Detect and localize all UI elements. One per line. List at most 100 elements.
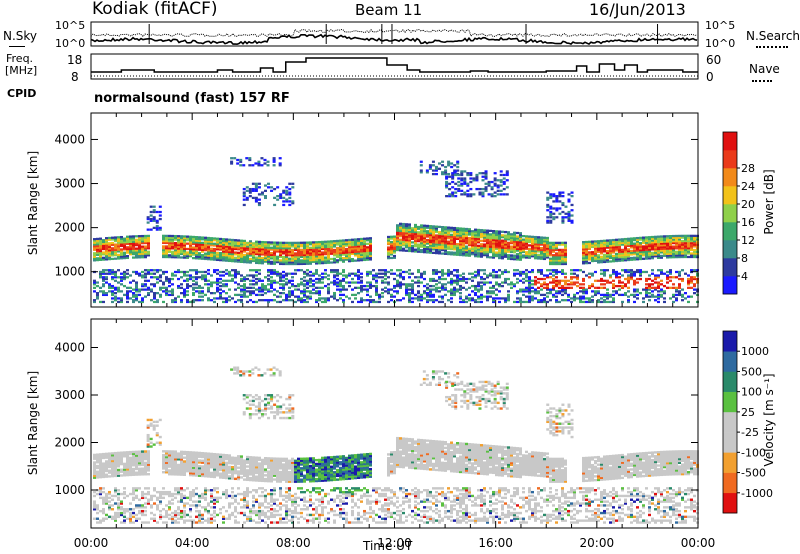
power-panel-cell bbox=[441, 229, 444, 232]
power-panel-cell bbox=[366, 237, 369, 240]
power-panel-cell bbox=[390, 269, 393, 272]
power-panel-cell bbox=[123, 293, 126, 297]
power-panel-cell bbox=[129, 251, 132, 254]
power-panel-cell bbox=[591, 274, 594, 277]
power-panel-cell bbox=[111, 243, 114, 246]
power-panel-cell bbox=[387, 249, 390, 253]
power-panel-cell bbox=[486, 245, 489, 248]
power-panel-cell bbox=[189, 276, 192, 279]
power-panel-cell bbox=[426, 292, 429, 295]
power-panel-cell bbox=[480, 234, 483, 237]
power-panel-cell bbox=[138, 293, 141, 297]
power-panel-cell bbox=[198, 292, 201, 295]
power-panel-cell bbox=[297, 246, 300, 250]
power-panel-cell bbox=[99, 251, 102, 254]
power-panel-cell bbox=[453, 290, 456, 293]
power-panel-cell bbox=[657, 297, 660, 300]
power-panel-cell bbox=[117, 246, 120, 250]
power-panel-cell bbox=[360, 241, 363, 244]
power-panel-cell bbox=[669, 243, 672, 247]
velocity-panel-cell bbox=[114, 470, 117, 474]
power-panel-cell bbox=[297, 288, 300, 291]
power-panel-cell bbox=[615, 284, 618, 288]
power-panel-cell bbox=[450, 242, 453, 245]
power-panel-cell bbox=[225, 238, 228, 241]
power-panel-cell bbox=[468, 236, 471, 240]
power-panel-cell bbox=[496, 193, 500, 196]
power-panel-cell bbox=[171, 290, 174, 293]
power-panel-cell bbox=[507, 270, 510, 274]
power-panel-cell bbox=[630, 244, 633, 247]
power-panel-cell bbox=[462, 243, 465, 246]
power-panel-cell bbox=[189, 246, 192, 249]
power-panel-cell bbox=[603, 269, 606, 272]
power-panel-cell bbox=[567, 200, 571, 203]
power-panel-cell bbox=[657, 246, 660, 249]
power-panel-cell bbox=[321, 253, 324, 256]
power-panel-cell bbox=[306, 297, 309, 300]
power-panel-cell bbox=[630, 249, 633, 253]
power-panel-cell bbox=[273, 272, 276, 275]
velocity-panel-cell bbox=[186, 462, 189, 465]
power-panel-cell bbox=[360, 257, 363, 260]
power-panel-cell bbox=[369, 237, 372, 240]
power-panel-cell bbox=[306, 262, 309, 265]
velocity-panel-cell bbox=[168, 473, 171, 476]
power-panel-cell bbox=[675, 252, 678, 255]
power-panel-cell bbox=[585, 242, 588, 245]
power-panel-cell bbox=[189, 269, 192, 272]
power-panel-cell bbox=[246, 259, 249, 262]
velocity-panel-cell bbox=[129, 452, 132, 456]
power-panel-cell bbox=[291, 248, 294, 252]
power-panel-cell bbox=[399, 233, 402, 236]
power-panel-cell bbox=[144, 252, 147, 255]
power-panel-cell bbox=[306, 279, 309, 282]
power-panel-cell bbox=[420, 238, 423, 241]
power-panel-cell bbox=[105, 251, 108, 254]
power-panel-cell bbox=[117, 288, 120, 291]
power-panel-cell bbox=[129, 281, 132, 284]
power-panel-cell bbox=[621, 252, 624, 255]
power-panel-cell bbox=[162, 250, 165, 253]
power-panel-cell bbox=[384, 270, 387, 274]
power-panel-cell bbox=[579, 299, 582, 302]
power-panel-cell bbox=[504, 277, 507, 281]
power-panel-cell bbox=[537, 248, 540, 251]
power-panel-cell bbox=[369, 251, 372, 254]
power-panel-cell bbox=[609, 274, 612, 277]
power-panel-cell bbox=[396, 283, 399, 286]
power-panel-cell bbox=[174, 254, 177, 257]
power-panel-cell bbox=[693, 248, 696, 252]
power-panel-cell bbox=[195, 255, 198, 258]
power-panel-cell bbox=[459, 232, 462, 235]
power-panel-cell bbox=[267, 182, 271, 185]
power-panel-cell bbox=[546, 249, 549, 252]
power-panel-cell bbox=[336, 260, 339, 264]
velocity-panel-cell bbox=[183, 473, 186, 476]
power-panel-cell bbox=[636, 240, 639, 243]
power-panel-cell bbox=[639, 269, 642, 272]
noise-tick-left-bottom: 10^0 bbox=[55, 37, 86, 50]
velocity-panel-cell bbox=[216, 457, 219, 460]
power-panel-cell bbox=[183, 270, 186, 274]
power-panel-cell bbox=[474, 286, 477, 289]
power-panel-cell bbox=[330, 240, 333, 243]
power-panel-cell bbox=[273, 243, 276, 246]
power-panel-cell bbox=[132, 279, 135, 282]
power-panel-cell bbox=[537, 292, 540, 295]
power-panel-cell bbox=[675, 288, 678, 291]
power-panel-cell bbox=[597, 240, 600, 243]
velocity-panel-cell bbox=[126, 452, 129, 456]
power-panel-cell bbox=[510, 281, 513, 284]
power-panel-cell bbox=[195, 272, 198, 275]
power-panel-cell bbox=[396, 274, 399, 277]
power-panel-cell bbox=[303, 260, 306, 264]
power-panel-cell bbox=[501, 257, 504, 260]
power-panel-cell bbox=[507, 241, 510, 245]
power-panel-cell bbox=[690, 239, 693, 243]
power-panel-cell bbox=[561, 284, 564, 288]
power-panel-cell bbox=[195, 248, 198, 251]
power-panel-cell bbox=[445, 186, 449, 189]
power-panel-cell bbox=[648, 236, 651, 239]
power-panel-cell bbox=[615, 254, 618, 257]
